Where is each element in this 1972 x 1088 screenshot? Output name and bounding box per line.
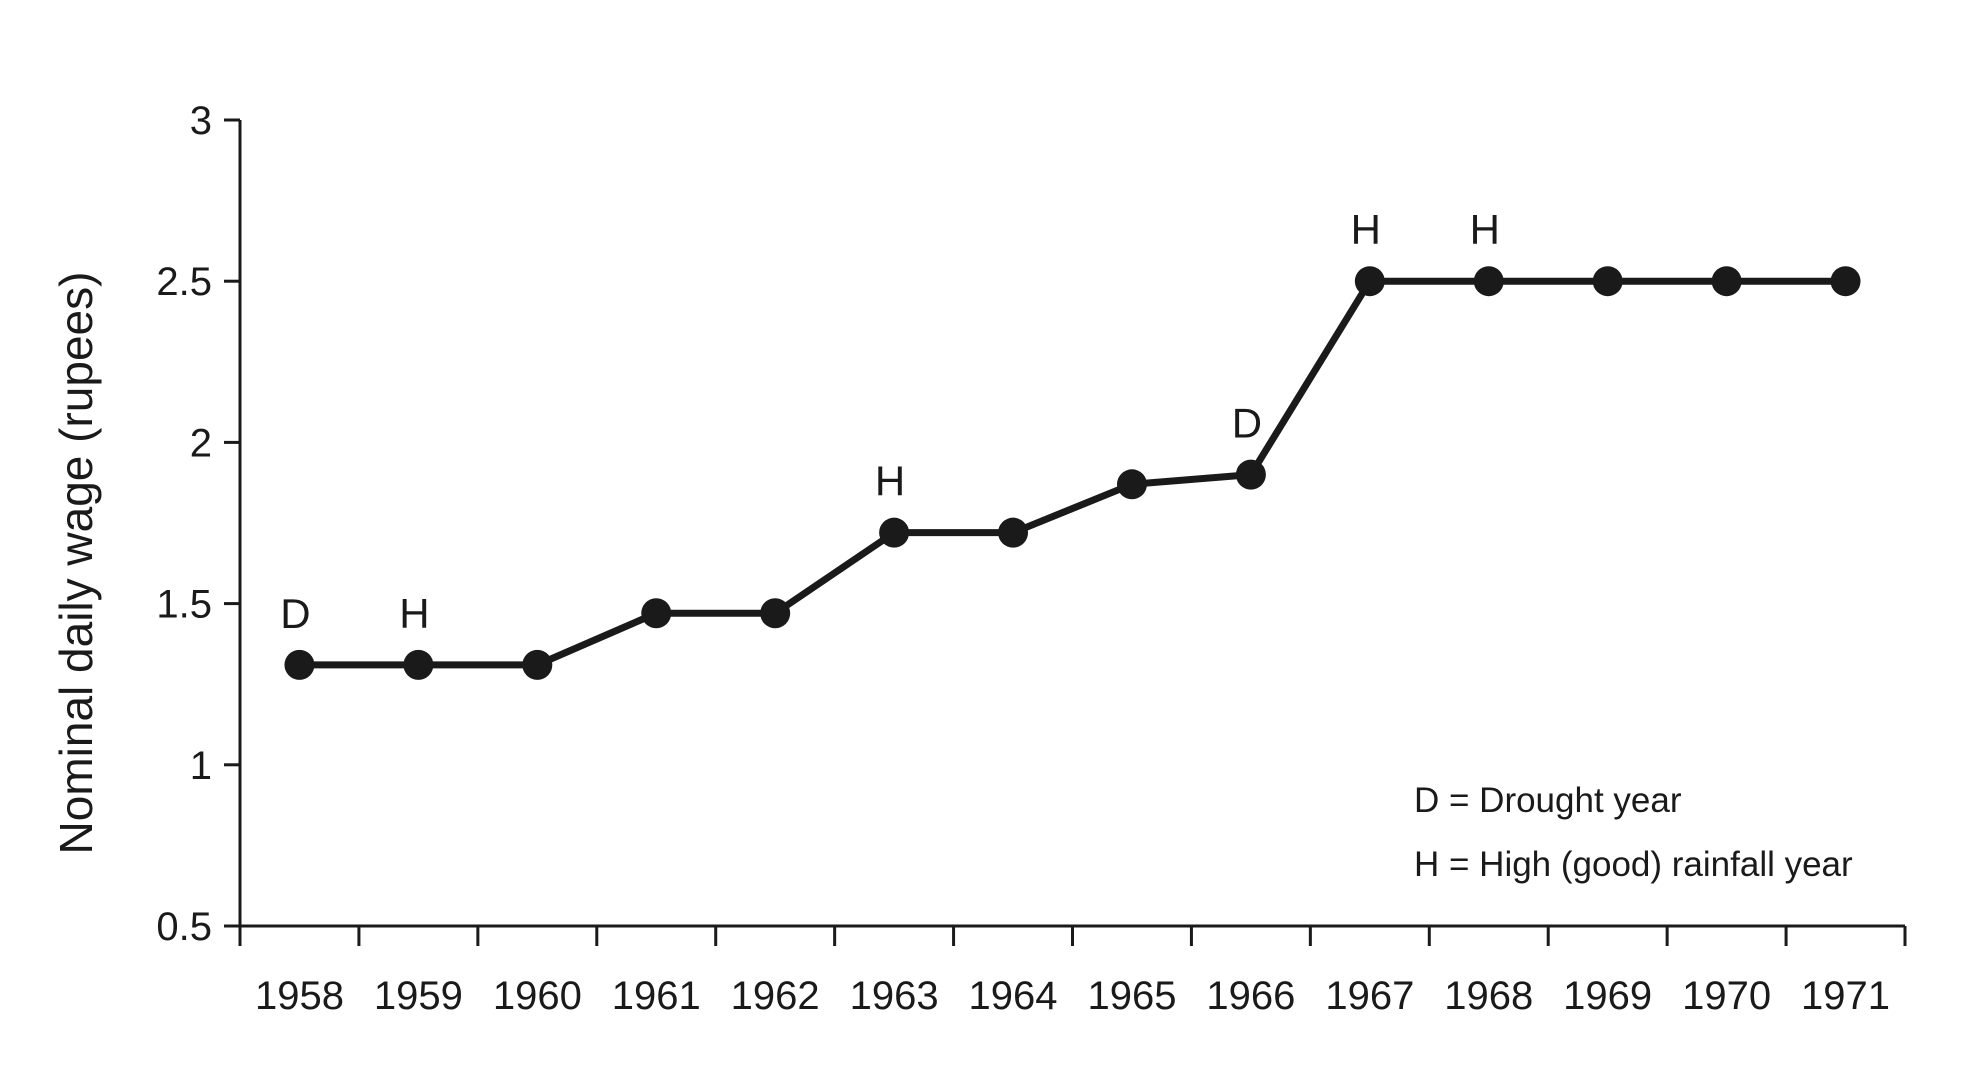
data-point-1970: [1711, 266, 1742, 297]
x-tick-label: 1966: [1206, 974, 1295, 1018]
data-point-1969: [1592, 266, 1623, 297]
data-point-1959: [403, 649, 434, 680]
y-tick-label: 1.5: [156, 583, 212, 627]
data-point-1958: [284, 649, 315, 680]
x-tick-label: 1970: [1682, 974, 1771, 1018]
series-line: [299, 277, 1846, 669]
legend-entry-drought: D = Drought year: [1414, 781, 1682, 820]
legend-entry-high-rainfall: H = High (good) rainfall year: [1414, 845, 1853, 884]
x-tick-label: 1960: [493, 974, 582, 1018]
x-tick-label: 1963: [850, 974, 939, 1018]
y-tick-label: 2: [190, 421, 212, 465]
legend: D = Drought year H = High (good) rainfal…: [1414, 781, 1853, 884]
data-point-1963: [879, 517, 910, 548]
annotation-1958: D: [280, 590, 310, 637]
data-point-1967: [1354, 266, 1385, 297]
data-point-1971: [1830, 266, 1861, 297]
x-tick-label: 1962: [731, 974, 820, 1018]
annotation-1967: H: [1351, 206, 1381, 253]
data-point-1962: [760, 598, 791, 629]
x-tick-label: 1959: [374, 974, 463, 1018]
annotations: D H H D H H: [280, 206, 1500, 637]
data-point-1961: [641, 598, 672, 629]
x-tick-label: 1965: [1087, 974, 1176, 1018]
data-point-1964: [998, 517, 1029, 548]
x-tick-label: 1968: [1444, 974, 1533, 1018]
y-tick-label: 0.5: [156, 905, 212, 949]
data-point-1968: [1473, 266, 1504, 297]
data-point-1965: [1116, 469, 1147, 500]
y-axis-title: Nominal daily wage (rupees): [50, 272, 102, 855]
x-tick-label: 1961: [612, 974, 701, 1018]
annotation-1959: H: [399, 590, 429, 637]
x-tick-label: 1964: [969, 974, 1058, 1018]
y-axis-ticks: 0.5 1 1.5 2 2.5 3: [156, 99, 240, 949]
series-group: [284, 266, 1861, 680]
data-point-1960: [522, 649, 553, 680]
y-tick-label: 1: [190, 744, 212, 788]
annotation-1966: D: [1232, 400, 1262, 447]
annotation-1963: H: [875, 458, 905, 505]
x-tick-label: 1958: [255, 974, 344, 1018]
y-tick-label: 3: [190, 99, 212, 143]
y-tick-label: 2.5: [156, 260, 212, 304]
x-tick-label: 1967: [1325, 974, 1414, 1018]
annotation-1968: H: [1470, 206, 1500, 253]
x-tick-label: 1969: [1563, 974, 1652, 1018]
x-axis-ticks: 1958 1959 1960 1961 1962 1963 1964 1965 1966 1967…: [238, 926, 1907, 1018]
x-tick-label: 1971: [1801, 974, 1890, 1018]
data-point-1966: [1235, 459, 1266, 490]
